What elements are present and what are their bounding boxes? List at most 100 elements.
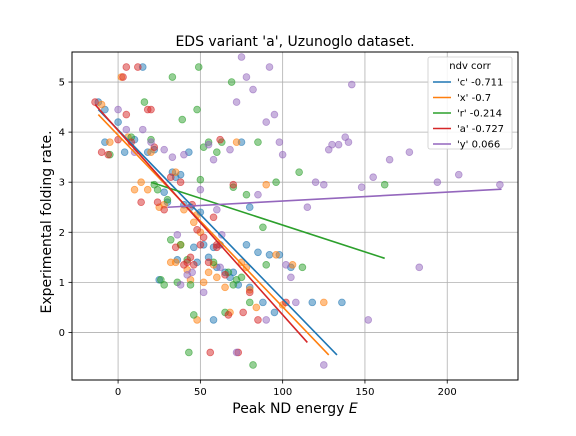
data-point-series-2 — [160, 281, 168, 289]
data-point-series-4 — [122, 125, 131, 134]
data-point-series-1 — [204, 268, 213, 277]
data-point-series-4 — [176, 281, 185, 289]
legend-entry-label: 'c' -0.711 — [457, 78, 503, 89]
x-axis-ticks: 0 50 100 150 200 — [115, 380, 457, 398]
data-point-series-2 — [193, 105, 201, 114]
data-point-series-3 — [229, 180, 238, 189]
data-point-series-1 — [272, 251, 280, 259]
data-point-series-4 — [138, 125, 147, 134]
data-point-series-0 — [254, 248, 262, 257]
data-point-series-3 — [134, 63, 142, 71]
data-point-series-3 — [166, 173, 175, 181]
y-axis-ticks: 0 1 2 3 4 5 — [59, 78, 72, 339]
data-point-series-4 — [160, 145, 168, 154]
y-tick-label: 4 — [59, 128, 65, 139]
data-point-series-2 — [245, 298, 254, 307]
data-point-series-4 — [334, 140, 343, 149]
data-point-series-2 — [140, 98, 149, 106]
data-point-series-4 — [213, 205, 221, 214]
data-point-series-3 — [97, 148, 106, 156]
data-point-series-2 — [163, 195, 172, 204]
data-point-series-3 — [119, 73, 127, 81]
data-point-series-4 — [405, 148, 414, 156]
data-point-series-0 — [245, 203, 254, 212]
data-point-series-4 — [188, 268, 196, 277]
legend-entry-label: 'y' 0.066 — [457, 140, 500, 151]
data-point-series-0 — [270, 308, 279, 317]
data-point-series-2 — [295, 168, 303, 176]
data-point-series-2 — [229, 281, 238, 289]
data-point-series-4 — [357, 183, 366, 192]
data-point-series-3 — [254, 316, 262, 324]
data-point-series-4 — [262, 316, 270, 324]
data-point-series-2 — [259, 223, 267, 232]
data-point-series-2 — [262, 261, 270, 269]
data-point-series-1 — [221, 283, 229, 292]
data-point-series-4 — [344, 138, 353, 146]
data-point-series-0 — [114, 118, 122, 126]
x-axis-label: Peak ND energy E — [232, 401, 358, 417]
data-point-series-4 — [415, 263, 424, 272]
data-point-series-4 — [232, 348, 241, 357]
data-point-series-0 — [259, 298, 267, 307]
data-point-series-2 — [249, 361, 257, 369]
data-point-series-1 — [320, 298, 328, 307]
data-point-series-3 — [206, 348, 215, 357]
data-point-series-1 — [213, 273, 221, 282]
y-tick-label: 5 — [59, 78, 65, 89]
data-point-series-1 — [130, 185, 139, 194]
data-point-series-2 — [242, 190, 251, 199]
data-point-series-2 — [178, 115, 187, 124]
data-point-series-2 — [227, 78, 236, 86]
data-point-series-4 — [232, 98, 241, 106]
data-point-series-4 — [114, 105, 122, 114]
data-point-series-4 — [226, 145, 234, 154]
data-point-series-2 — [166, 235, 175, 244]
data-point-series-4 — [320, 180, 328, 189]
data-point-series-1 — [237, 258, 246, 267]
data-point-series-1 — [189, 218, 198, 227]
x-axis-label-main: Peak ND energy — [232, 401, 349, 417]
data-point-series-3 — [196, 240, 205, 249]
fit-line-series-0 — [97, 109, 338, 356]
x-tick-label: 200 — [438, 387, 457, 398]
data-point-series-4 — [347, 80, 356, 89]
data-point-series-4 — [262, 118, 270, 126]
data-point-series-4 — [454, 170, 463, 179]
data-point-series-3 — [221, 271, 229, 279]
x-tick-label: 0 — [115, 387, 121, 398]
data-point-series-4 — [217, 230, 226, 239]
data-point-series-0 — [209, 316, 218, 324]
data-point-series-4 — [180, 150, 188, 159]
data-point-series-2 — [213, 148, 221, 156]
data-point-series-3 — [176, 178, 185, 186]
data-point-series-1 — [262, 180, 270, 189]
data-point-series-4 — [147, 138, 155, 146]
data-point-series-4 — [282, 261, 290, 269]
data-point-series-1 — [171, 168, 180, 176]
data-point-series-2 — [298, 263, 307, 272]
legend-entry-label: 'r' -0.214 — [457, 109, 502, 120]
data-point-series-3 — [160, 205, 168, 214]
data-point-series-1 — [288, 261, 297, 269]
fit-lines — [94, 104, 502, 356]
data-point-series-1 — [232, 138, 241, 146]
data-point-series-4 — [237, 53, 246, 61]
data-point-series-2 — [237, 273, 246, 282]
data-point-series-3 — [171, 243, 180, 252]
data-point-series-3 — [239, 308, 247, 317]
data-point-series-1 — [97, 100, 106, 109]
data-point-series-4 — [270, 110, 279, 119]
y-tick-label: 2 — [59, 228, 65, 239]
data-point-series-2 — [189, 311, 198, 319]
data-point-series-2 — [185, 348, 193, 357]
plot-frame — [71, 51, 519, 381]
x-tick-label: 50 — [194, 387, 207, 398]
data-point-series-3 — [122, 63, 131, 71]
data-point-series-0 — [120, 148, 129, 156]
data-point-series-3 — [137, 198, 145, 207]
data-point-series-3 — [193, 225, 201, 234]
data-point-series-0 — [265, 251, 274, 259]
